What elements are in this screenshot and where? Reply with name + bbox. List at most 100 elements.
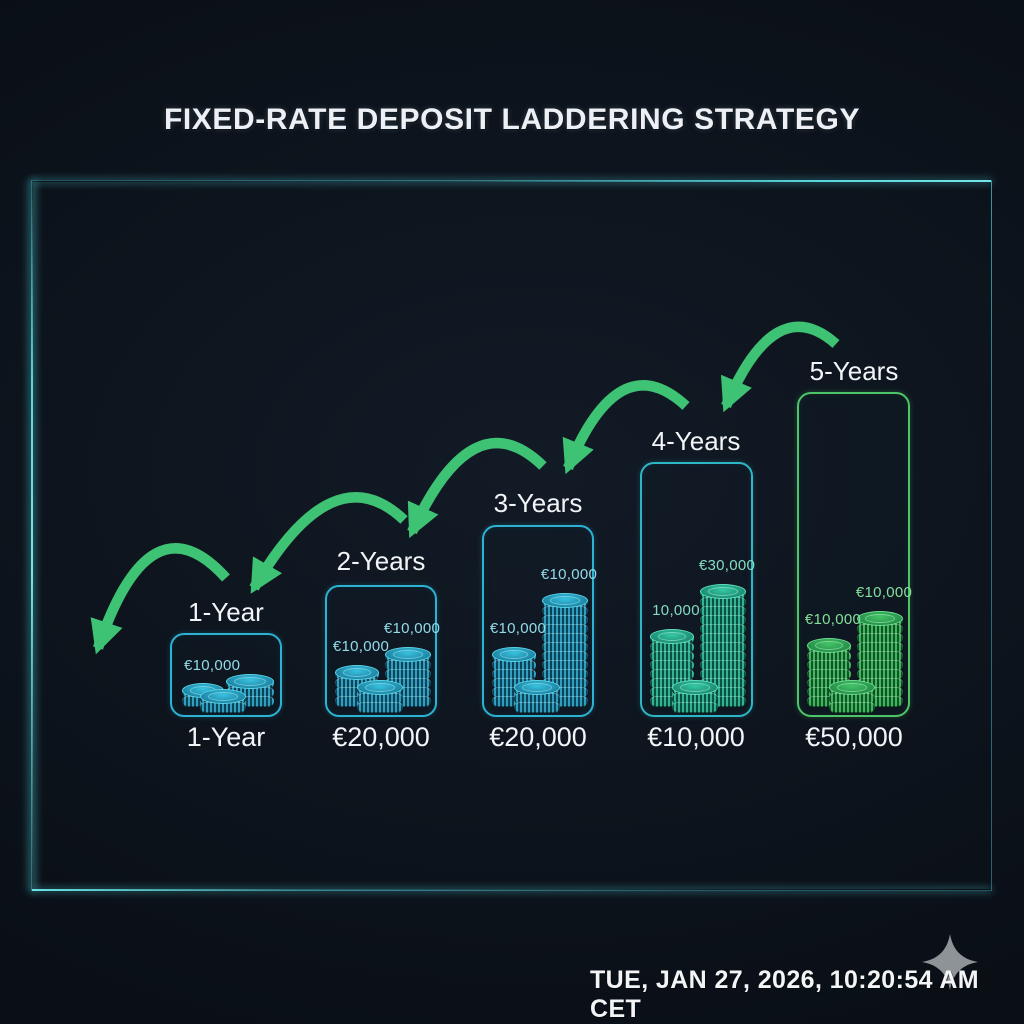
coin-stack (357, 680, 403, 713)
coin (829, 693, 875, 704)
coin (650, 642, 694, 653)
coin (385, 678, 431, 689)
column-title-5-years: 5-Years (809, 356, 899, 386)
coin (700, 696, 746, 707)
stack-amount-label: €10,000 (540, 566, 598, 583)
coin (385, 669, 431, 680)
coin (700, 606, 746, 617)
coin (857, 696, 903, 707)
coin-stack (200, 689, 246, 713)
coin-stack (829, 680, 875, 713)
coin (542, 660, 588, 671)
coin (492, 669, 536, 680)
transfer-arrow-icon-5 (720, 321, 840, 413)
coin (807, 669, 851, 680)
coin (650, 678, 694, 689)
coin (700, 615, 746, 626)
coin (700, 597, 746, 608)
stack-amount-label: €10,000 (489, 620, 547, 637)
stack-amount-label: €10,000 (184, 657, 241, 674)
coin (385, 660, 431, 671)
coin (857, 687, 903, 698)
coin (857, 624, 903, 635)
deposit-box-2-years: €10,000 €10,000 (325, 585, 440, 717)
coin (542, 687, 588, 698)
coin (542, 615, 588, 626)
column-amount-5-years: €50,000 (805, 722, 903, 752)
coin (807, 651, 851, 662)
column-title-4-years: 4-Years (651, 426, 741, 456)
coin (700, 633, 746, 644)
stack-amount-label: €30,000 (698, 557, 756, 574)
column-title-1-year: 1-Year (188, 597, 264, 627)
stack-amount-label: 10,000 (652, 602, 700, 619)
coin (492, 660, 536, 671)
coin-top-face (829, 680, 875, 695)
coin (650, 660, 694, 671)
coin (857, 642, 903, 653)
coin (385, 687, 431, 698)
coin-stack (514, 680, 560, 713)
deposit-box-1-year: €10,000 (170, 633, 282, 717)
coin (542, 678, 588, 689)
coin (514, 693, 560, 704)
transfer-arrow-icon-2 (249, 492, 408, 594)
deposit-box-4-years: 10,000 €30,000 (640, 462, 755, 717)
coin (700, 651, 746, 662)
column-amount-1-year: 1-Year (186, 722, 266, 752)
coin (857, 678, 903, 689)
coin-top-face (385, 647, 431, 662)
coin-top-face (335, 665, 379, 680)
coin-stack (672, 680, 718, 713)
coin (542, 669, 588, 680)
coin-top-face (700, 584, 746, 599)
coin (514, 702, 560, 713)
coin-stack (226, 674, 274, 707)
stack-amount-label: €10,000 (855, 584, 913, 601)
footer: TUE, JAN 27, 2026, 10:20:54 AM CET (590, 930, 1010, 1023)
deposit-box-5-years: €10,000 €10,000 (797, 392, 912, 717)
coin-top-face (857, 611, 903, 626)
coin-top-face (357, 680, 403, 695)
coin-stack (385, 647, 431, 707)
stack-amount-label: €10,000 (332, 638, 390, 655)
deposit-box-3-years: €10,000 €10,000 (482, 525, 597, 717)
coin-top-face (672, 680, 718, 695)
coin (650, 669, 694, 680)
coin (226, 687, 274, 698)
column-amount-2-years: €20,000 (332, 722, 430, 752)
coin (542, 624, 588, 635)
coin (700, 687, 746, 698)
coin (385, 696, 431, 707)
coin (700, 624, 746, 635)
coin (357, 693, 403, 704)
coin-stack (857, 611, 903, 707)
coin (700, 660, 746, 671)
transfer-arrow-icon-3 (407, 437, 547, 539)
column-amount-4-years: €10,000 (647, 722, 745, 752)
coin (650, 651, 694, 662)
coin (857, 633, 903, 644)
coin (542, 696, 588, 707)
stack-amount-label: €10,000 (804, 611, 862, 628)
column-title-3-years: 3-Years (493, 488, 583, 518)
page-title: FIXED-RATE DEPOSIT LADDERING STRATEGY (163, 103, 861, 136)
coin-top-face (807, 638, 851, 653)
coin (700, 669, 746, 680)
coin (672, 693, 718, 704)
coin (700, 678, 746, 689)
coin-stack (542, 593, 588, 707)
coin-top-face (492, 647, 536, 662)
coin (542, 642, 588, 653)
coin (857, 651, 903, 662)
coin-top-face (200, 689, 246, 704)
coin (357, 702, 403, 713)
coin (226, 696, 274, 707)
coin (829, 702, 875, 713)
coin (700, 642, 746, 653)
transfer-arrow-icon-1 (90, 543, 230, 655)
coin (857, 669, 903, 680)
coin-stack (700, 584, 746, 707)
coin-top-face (542, 593, 588, 608)
